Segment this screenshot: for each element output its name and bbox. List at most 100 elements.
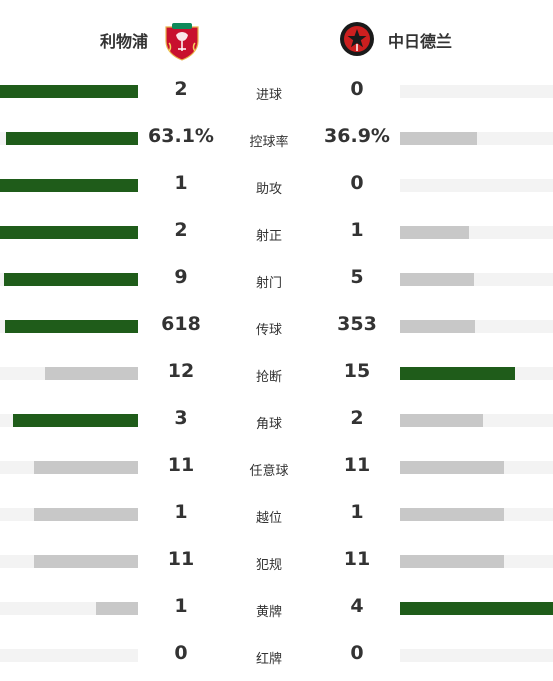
liverpool-crest-icon: [165, 23, 199, 61]
home-bar-fill: [0, 85, 138, 98]
stat-row: 9 射门 5: [0, 256, 553, 303]
stat-row: 63.1% 控球率 36.9%: [0, 115, 553, 162]
home-bar-fill: [34, 508, 138, 521]
stat-label: 进球: [255, 88, 282, 103]
home-bar-track: [0, 226, 138, 239]
away-stat-value: 11: [343, 454, 371, 476]
away-bar-fill: [400, 555, 504, 568]
away-bar-track: [400, 226, 553, 239]
midtjylland-crest-icon: [340, 22, 374, 56]
stat-label: 犯规: [255, 558, 282, 573]
home-bar-fill: [0, 226, 138, 239]
home-stat-value: 1: [174, 172, 188, 194]
away-stat-value: 0: [350, 78, 364, 100]
home-bar-track: [0, 508, 138, 521]
stat-label: 任意球: [249, 464, 289, 479]
away-bar-fill: [400, 508, 504, 521]
stat-row: 0 红牌 0: [0, 632, 553, 679]
home-stat-value: 618: [161, 313, 201, 335]
home-bar-track: [0, 320, 138, 333]
away-bar-track: [400, 508, 553, 521]
home-bar-track: [0, 273, 138, 286]
home-bar-track: [0, 367, 138, 380]
home-bar-track: [0, 461, 138, 474]
away-team-name[interactable]: 中日德兰: [388, 32, 453, 51]
home-bar-track: [0, 602, 138, 615]
away-stat-value: 15: [343, 360, 371, 382]
stat-label: 传球: [255, 323, 282, 338]
away-bar-track: [400, 179, 553, 192]
stat-label: 红牌: [255, 652, 282, 667]
away-stat-value: 5: [350, 266, 364, 288]
home-bar-fill: [5, 320, 138, 333]
home-stat-value: 11: [167, 548, 195, 570]
stat-label: 射门: [255, 276, 282, 291]
home-bar-fill: [45, 367, 138, 380]
away-bar-fill: [400, 132, 477, 145]
away-bar-fill: [400, 226, 469, 239]
stat-row: 11 任意球 11: [0, 444, 553, 491]
away-stat-value: 0: [350, 172, 364, 194]
stat-label: 射正: [255, 229, 282, 244]
home-bar-fill: [96, 602, 138, 615]
away-bar-track: [400, 273, 553, 286]
home-bar-fill: [13, 414, 138, 427]
stat-label: 黄牌: [255, 605, 282, 620]
away-bar-track: [400, 414, 553, 427]
away-bar-track: [400, 85, 553, 98]
away-bar-track: [400, 461, 553, 474]
home-bar-fill: [6, 132, 138, 145]
stat-row: 2 射正 1: [0, 209, 553, 256]
home-bar-track: [0, 414, 138, 427]
away-stat-value: 1: [350, 501, 364, 523]
home-stat-value: 2: [174, 219, 188, 241]
home-stat-value: 3: [174, 407, 188, 429]
stat-row: 618 传球 353: [0, 303, 553, 350]
stat-row: 1 越位 1: [0, 491, 553, 538]
home-stat-value: 9: [174, 266, 188, 288]
away-bar-fill: [400, 461, 504, 474]
stat-label: 越位: [255, 511, 282, 526]
away-bar-fill: [400, 273, 474, 286]
match-header: 利物浦 中日德兰: [0, 0, 553, 78]
away-bar-track: [400, 320, 553, 333]
home-stat-value: 1: [174, 595, 188, 617]
home-stat-value: 2: [174, 78, 188, 100]
away-stat-value: 2: [350, 407, 364, 429]
home-stat-value: 11: [167, 454, 195, 476]
away-bar-track: [400, 602, 553, 615]
home-bar-fill: [34, 461, 138, 474]
stat-row: 12 抢断 15: [0, 350, 553, 397]
stat-label: 角球: [255, 417, 282, 432]
away-bar-fill: [400, 602, 553, 615]
home-bar-track: [0, 649, 138, 662]
away-bar-fill: [400, 414, 483, 427]
home-stat-value: 63.1%: [148, 125, 214, 147]
home-stat-value: 1: [174, 501, 188, 523]
away-bar-fill: [400, 320, 475, 333]
away-bar-track: [400, 555, 553, 568]
home-bar-track: [0, 132, 138, 145]
stat-label: 抢断: [255, 370, 282, 385]
away-stat-value: 0: [350, 642, 364, 664]
stat-row: 3 角球 2: [0, 397, 553, 444]
away-bar-track: [400, 649, 553, 662]
away-bar-fill: [400, 367, 515, 380]
home-bar-fill: [4, 273, 138, 286]
home-bar-track: [0, 85, 138, 98]
stat-row: 11 犯规 11: [0, 538, 553, 585]
away-stat-value: 1: [350, 219, 364, 241]
home-bar-track: [0, 179, 138, 192]
away-stat-value: 36.9%: [324, 125, 390, 147]
stat-label: 助攻: [255, 182, 282, 197]
away-stat-value: 11: [343, 548, 371, 570]
home-stat-value: 0: [174, 642, 188, 664]
stat-row: 2 进球 0: [0, 68, 553, 115]
home-team-name[interactable]: 利物浦: [100, 32, 149, 51]
stat-label: 控球率: [249, 135, 289, 150]
home-bar-track: [0, 555, 138, 568]
away-stat-value: 353: [337, 313, 377, 335]
stat-row: 1 助攻 0: [0, 162, 553, 209]
away-bar-track: [400, 132, 553, 145]
home-bar-fill: [0, 179, 138, 192]
